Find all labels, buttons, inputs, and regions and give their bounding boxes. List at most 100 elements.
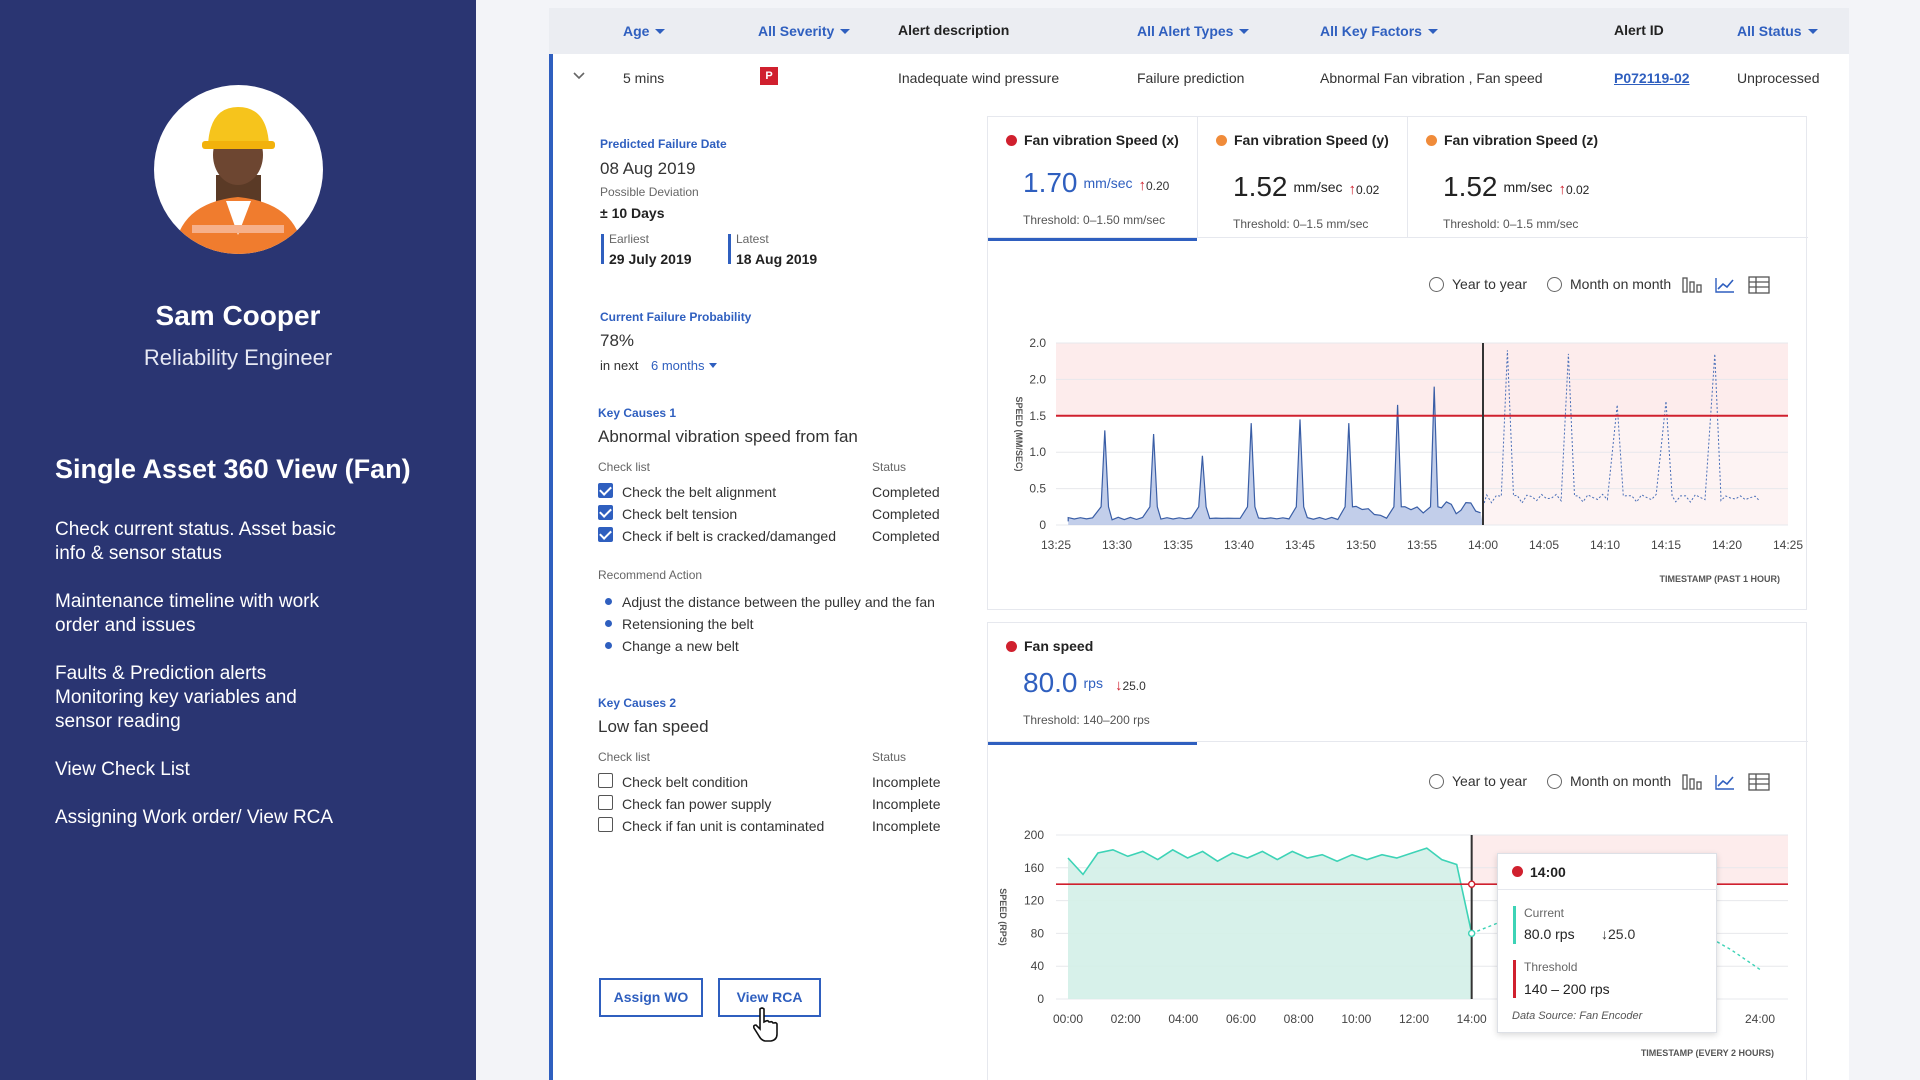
kpi-value: 80.0 [1023, 667, 1078, 698]
y-tick-label: 0.5 [1029, 482, 1046, 496]
forecast-zone [1483, 415, 1788, 525]
kpi-threshold: Threshold: 140–200 rps [1023, 713, 1150, 727]
x-tick-label: 14:05 [1529, 538, 1559, 552]
recommend-label: Recommend Action [598, 568, 703, 582]
earliest-date: 29 July 2019 [609, 251, 692, 267]
assign-wo-button[interactable]: Assign WO [599, 978, 703, 1017]
deviation-label: Possible Deviation [600, 185, 699, 199]
kpi-unit: rps [1083, 675, 1103, 691]
period-dropdown[interactable]: 6 months [651, 358, 718, 373]
caret-down-icon [1427, 29, 1438, 34]
alert-id-link[interactable]: P072119-02 [1614, 70, 1690, 86]
line-chart-icon[interactable] [1714, 773, 1736, 791]
key-cause-2-title: Low fan speed [598, 717, 709, 736]
probability-label: Current Failure Probability [600, 310, 752, 324]
feature-list: Check current status. Asset basic info &… [55, 518, 355, 854]
x-tick-label: 10:00 [1341, 1012, 1371, 1026]
radio-icon [1429, 774, 1444, 789]
checkbox[interactable] [598, 817, 613, 832]
alert-status: Unprocessed [1737, 70, 1820, 86]
x-tick-label: 00:00 [1053, 1012, 1083, 1026]
kpi-unit: mm/sec [1503, 179, 1553, 195]
feature-item: Assigning Work order/ View RCA [55, 807, 334, 828]
arrow-up-icon: ↑ [1138, 177, 1147, 194]
status-filter[interactable]: All Status [1737, 23, 1818, 39]
y-tick-label: 0 [1039, 518, 1046, 532]
alert-age: 5 mins [623, 70, 665, 86]
kpi-unit: mm/sec [1083, 175, 1133, 191]
key-cause-1-label: Key Causes 1 [598, 406, 677, 420]
y-tick-label: 160 [1024, 861, 1044, 875]
check-status: Incomplete [872, 818, 941, 834]
status-dot [1216, 135, 1227, 146]
chevron-down-icon[interactable] [573, 70, 585, 82]
alert-types-filter[interactable]: All Alert Types [1137, 23, 1250, 39]
severity-filter[interactable]: All Severity [758, 23, 851, 39]
threshold-point [1467, 880, 1476, 888]
month-on-month-radio[interactable]: Month on month [1547, 276, 1671, 292]
table-icon[interactable] [1748, 276, 1770, 294]
tooltip-threshold: 140 – 200 rps [1524, 981, 1610, 997]
view-rca-button[interactable]: View RCA [718, 978, 821, 1017]
tab-vibration-y[interactable]: Fan vibration Speed (y) 1.52 mm/sec ↑0.02 … [1197, 117, 1407, 237]
year-to-year-radio[interactable]: Year to year [1429, 276, 1527, 292]
alert-id-header: Alert ID [1614, 22, 1664, 38]
x-tick-label: 14:15 [1651, 538, 1681, 552]
checkbox[interactable] [598, 795, 613, 810]
kpi-delta: 25.0 [1122, 679, 1146, 693]
tooltip-source: Data Source: Fan Encoder [1512, 1010, 1643, 1022]
checkbox[interactable] [598, 773, 613, 788]
kpi-title: Fan vibration Speed (z) [1444, 132, 1599, 148]
chart-tooltip: 14:00 Current 80.0 rps ↓25.0 Threshold 1… [1497, 853, 1718, 1033]
y-tick-label: 2.0 [1029, 336, 1046, 350]
status-dot [1006, 135, 1017, 146]
key-factors-filter[interactable]: All Key Factors [1320, 23, 1438, 39]
year-to-year-radio[interactable]: Year to year [1429, 773, 1527, 789]
kpi-unit: mm/sec [1293, 179, 1343, 195]
predicted-date-label: Predicted Failure Date [600, 137, 727, 151]
kpi-title: Fan vibration Speed (y) [1234, 132, 1389, 148]
bar-chart-icon[interactable] [1681, 276, 1703, 294]
view-title: Single Asset 360 View (Fan) [55, 454, 411, 484]
x-tick-label: 14:00 [1457, 1012, 1487, 1026]
tooltip-current: 80.0 rps [1524, 926, 1575, 942]
checkbox[interactable] [598, 527, 613, 542]
tab-vibration-x[interactable]: Fan vibration Speed (x) 1.70 mm/sec ↑0.20 … [988, 117, 1197, 241]
vibration-card: Fan vibration Speed (x) 1.70 mm/sec ↑0.20 … [987, 116, 1808, 610]
tab-fan-speed[interactable]: Fan speed 80.0 rps ↓25.0 Threshold: 140–20… [988, 623, 1197, 745]
x-tick-label: 13:40 [1224, 538, 1254, 552]
actual-line [1067, 386, 1481, 522]
table-icon[interactable] [1748, 773, 1770, 791]
status-label: Status [872, 750, 907, 764]
tab-vibration-z[interactable]: Fan vibration Speed (z) 1.52 mm/sec ↑0.02 … [1407, 117, 1807, 237]
feature-item: Maintenance timeline with work order and… [55, 591, 320, 636]
x-tick-label: 24:00 [1745, 1012, 1775, 1026]
bullet-icon [605, 620, 612, 627]
y-tick-label: 120 [1024, 894, 1044, 908]
line-chart-icon[interactable] [1714, 276, 1736, 294]
caret-down-icon [1807, 29, 1818, 34]
x-tick-label: 14:10 [1590, 538, 1620, 552]
check-status: Incomplete [872, 796, 941, 812]
radio-icon [1547, 774, 1562, 789]
action-item: Retensioning the belt [622, 616, 754, 632]
check-status: Incomplete [872, 774, 941, 790]
month-on-month-radio[interactable]: Month on month [1547, 773, 1671, 789]
kpi-threshold: Threshold: 0–1.5 mm/sec [1443, 217, 1579, 231]
x-tick-label: 08:00 [1284, 1012, 1314, 1026]
checkbox[interactable] [598, 483, 613, 498]
bullet-icon [605, 642, 612, 649]
current-point [1467, 929, 1476, 938]
tooltip-current-label: Current [1524, 906, 1565, 920]
active-tab-indicator [988, 741, 1197, 745]
in-next-label: in next [600, 358, 639, 373]
bar-chart-icon[interactable] [1681, 773, 1703, 791]
latest-marker [728, 234, 731, 264]
age-filter[interactable]: Age [623, 23, 666, 39]
checkbox[interactable] [598, 505, 613, 520]
arrow-up-icon: ↑ [1348, 181, 1357, 198]
check-status: Completed [872, 506, 940, 522]
description-header: Alert description [898, 22, 1010, 38]
status-label: Status [872, 460, 907, 474]
severity-badge: P [760, 67, 778, 85]
